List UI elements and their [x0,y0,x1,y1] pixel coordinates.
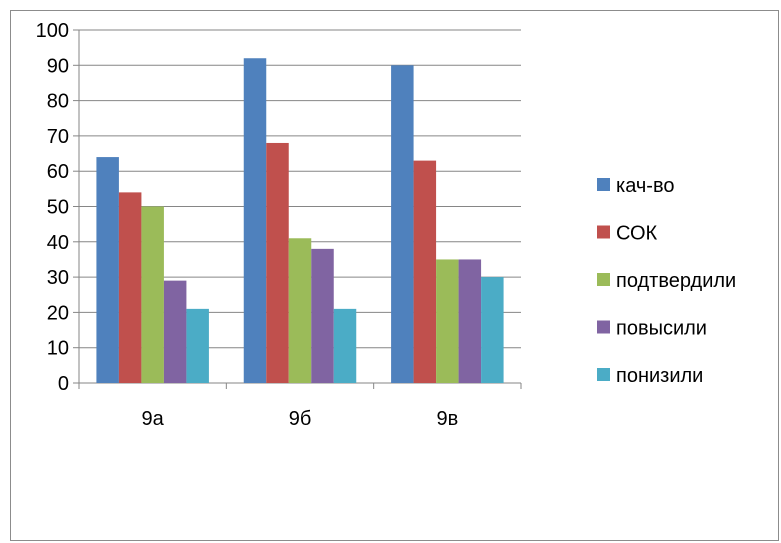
bar-4-3 [458,259,482,383]
y-tick-label: 50 [47,197,69,219]
y-tick-label: 30 [47,267,69,289]
bar-5-2 [333,308,357,383]
legend-label: СОК [616,223,658,245]
y-tick-label: 20 [47,302,69,324]
bar-2-2 [266,142,289,383]
y-tick-label: 10 [47,338,69,360]
bar-3-1 [141,206,164,383]
bar-3-3 [436,259,459,383]
bar-3-2 [288,238,312,383]
legend-swatch [597,320,610,334]
y-tick-label: 100 [36,20,69,42]
x-tick-label: 9б [289,408,312,430]
bar-5-3 [481,277,504,383]
legend-label: повысили [616,318,707,340]
bar-4-2 [311,248,334,383]
legend-label: понизили [616,365,703,387]
bar-2-1 [118,192,142,383]
x-tick-label: 9в [436,408,458,430]
y-tick-label: 90 [47,55,69,77]
y-tick-label: 40 [47,232,69,254]
bar-1-2 [243,58,267,384]
bar-1-1 [96,157,119,383]
y-tick-label: 0 [58,373,69,395]
bar-4-1 [163,280,187,383]
bar-5-1 [186,308,209,383]
legend-label: кач-во [616,175,674,197]
y-tick-label: 80 [47,91,69,113]
chart-frame [10,10,779,541]
legend-swatch [597,273,610,286]
legend-swatch [597,178,610,191]
bar-1-3 [391,65,414,384]
bar-2-3 [413,160,437,383]
y-tick-label: 70 [47,126,69,148]
legend-swatch [597,368,610,381]
x-tick-label: 9а [142,408,165,430]
legend-label: подтвердили [616,270,736,292]
legend-swatch [597,225,610,239]
y-tick-label: 60 [47,161,69,183]
